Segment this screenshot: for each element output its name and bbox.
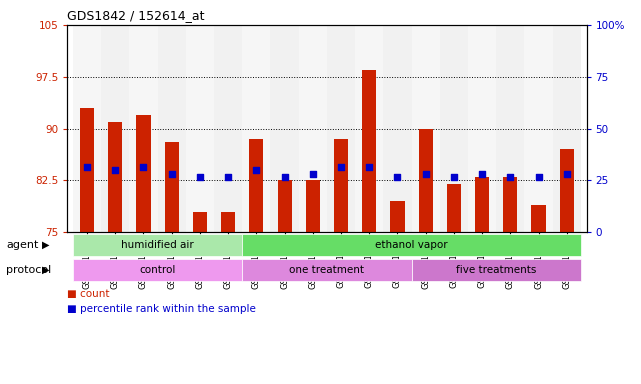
- Point: [364, 164, 374, 170]
- Point: [336, 164, 346, 170]
- Point: [562, 170, 572, 177]
- Bar: [524, 25, 553, 232]
- Bar: [327, 25, 355, 232]
- Bar: [475, 177, 489, 232]
- Bar: [390, 201, 404, 232]
- Bar: [419, 129, 433, 232]
- Bar: [553, 25, 581, 232]
- Bar: [447, 184, 461, 232]
- Bar: [193, 212, 207, 232]
- Bar: [412, 258, 581, 281]
- Bar: [355, 25, 383, 232]
- Bar: [334, 139, 348, 232]
- Bar: [158, 25, 186, 232]
- Text: humidified air: humidified air: [121, 240, 194, 250]
- Bar: [242, 233, 581, 256]
- Point: [449, 174, 459, 180]
- Bar: [73, 258, 242, 281]
- Bar: [186, 25, 214, 232]
- Bar: [80, 108, 94, 232]
- Bar: [73, 233, 242, 256]
- Text: ■ percentile rank within the sample: ■ percentile rank within the sample: [67, 304, 256, 314]
- Bar: [362, 70, 376, 232]
- Point: [223, 174, 233, 180]
- Bar: [503, 177, 517, 232]
- Bar: [306, 180, 320, 232]
- Text: ethanol vapor: ethanol vapor: [375, 240, 448, 250]
- Point: [167, 170, 177, 177]
- Text: agent: agent: [6, 240, 39, 250]
- Bar: [214, 25, 242, 232]
- Text: ▶: ▶: [42, 240, 49, 250]
- Bar: [242, 258, 412, 281]
- Point: [279, 174, 290, 180]
- Point: [308, 170, 318, 177]
- Bar: [249, 139, 263, 232]
- Bar: [108, 122, 122, 232]
- Bar: [101, 25, 129, 232]
- Point: [195, 174, 205, 180]
- Bar: [278, 180, 292, 232]
- Bar: [129, 25, 158, 232]
- Bar: [242, 25, 271, 232]
- Point: [251, 167, 262, 173]
- Text: GDS1842 / 152614_at: GDS1842 / 152614_at: [67, 9, 205, 22]
- Bar: [165, 142, 179, 232]
- Bar: [531, 205, 545, 232]
- Bar: [412, 25, 440, 232]
- Text: one treatment: one treatment: [289, 265, 365, 275]
- Text: control: control: [139, 265, 176, 275]
- Bar: [560, 149, 574, 232]
- Point: [392, 174, 403, 180]
- Point: [420, 170, 431, 177]
- Point: [533, 174, 544, 180]
- Bar: [496, 25, 524, 232]
- Text: five treatments: five treatments: [456, 265, 537, 275]
- Text: ▶: ▶: [42, 265, 49, 275]
- Point: [110, 167, 121, 173]
- Bar: [299, 25, 327, 232]
- Point: [505, 174, 515, 180]
- Point: [82, 164, 92, 170]
- Point: [477, 170, 487, 177]
- Bar: [221, 212, 235, 232]
- Bar: [468, 25, 496, 232]
- Bar: [73, 25, 101, 232]
- Text: protocol: protocol: [6, 265, 52, 275]
- Point: [138, 164, 149, 170]
- Bar: [271, 25, 299, 232]
- Bar: [440, 25, 468, 232]
- Text: ■ count: ■ count: [67, 289, 110, 299]
- Bar: [137, 115, 151, 232]
- Bar: [383, 25, 412, 232]
